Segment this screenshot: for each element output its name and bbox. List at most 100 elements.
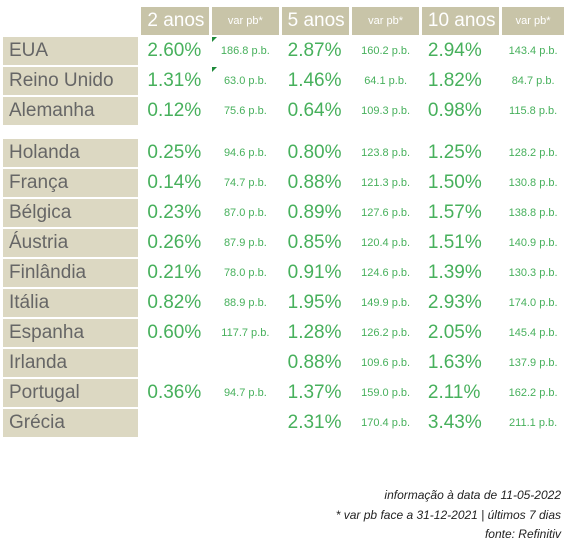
var-pb-5-anos: 126.2 p.b. [352, 319, 419, 347]
country-name: Bélgica [3, 199, 139, 227]
var-pb-10-anos: 140.9 p.b. [502, 229, 564, 257]
var-pb-10-anos: 174.0 p.b. [502, 289, 564, 317]
var-pb-10-anos: 138.8 p.b. [502, 199, 564, 227]
spacer-cell [141, 127, 210, 137]
var-pb-2-anos [212, 409, 279, 437]
yield-5-anos: 0.91% [281, 259, 350, 287]
yield-10-anos: 1.63% [421, 349, 500, 377]
var-pb-2-anos: 88.9 p.b. [212, 289, 279, 317]
yield-10-anos: 1.50% [421, 169, 500, 197]
var-pb-5-anos: 159.0 p.b. [352, 379, 419, 407]
yield-2-anos: 0.60% [141, 319, 210, 347]
yield-10-anos: 1.82% [421, 67, 500, 95]
yield-5-anos: 0.64% [281, 97, 350, 125]
yield-5-anos: 0.80% [281, 139, 350, 167]
yield-10-anos: 1.25% [421, 139, 500, 167]
var-pb-10-anos: 84.7 p.b. [502, 67, 564, 95]
yield-10-anos: 1.39% [421, 259, 500, 287]
footnote-source: fonte: Refinitiv [484, 527, 561, 541]
header-row: 2 anos var pb* 5 anos var pb* 10 anos va… [3, 7, 564, 35]
table-row: Itália 0.82% 88.9 p.b. 1.95% 149.9 p.b. 2.93%… [3, 289, 564, 317]
yield-2-anos: 0.14% [141, 169, 210, 197]
header-2-anos: 2 anos [141, 7, 210, 35]
yield-2-anos: 0.25% [141, 139, 210, 167]
yield-5-anos: 0.89% [281, 199, 350, 227]
yield-2-anos: 0.26% [141, 229, 210, 257]
yield-10-anos: 1.57% [421, 199, 500, 227]
var-pb-2-anos: 78.0 p.b. [212, 259, 279, 287]
var-pb-2-anos: 75.6 p.b. [212, 97, 279, 125]
yield-5-anos: 2.31% [281, 409, 350, 437]
spacer-cell [281, 127, 350, 137]
country-name: EUA [3, 37, 139, 65]
table-row: Holanda 0.25% 94.6 p.b. 0.80% 123.8 p.b. 1.25… [3, 139, 564, 167]
yield-10-anos: 1.51% [421, 229, 500, 257]
yield-2-anos: 0.82% [141, 289, 210, 317]
yield-5-anos: 0.88% [281, 169, 350, 197]
yield-2-anos: 0.36% [141, 379, 210, 407]
yield-5-anos: 2.87% [281, 37, 350, 65]
country-name: Espanha [3, 319, 139, 347]
table-row: Bélgica 0.23% 87.0 p.b. 0.89% 127.6 p.b. 1.57… [3, 199, 564, 227]
yield-10-anos: 0.98% [421, 97, 500, 125]
yield-2-anos: 0.12% [141, 97, 210, 125]
table-row: Finlândia 0.21% 78.0 p.b. 0.91% 124.6 p.b. 1.… [3, 259, 564, 287]
yields-table: 2 anos var pb* 5 anos var pb* 10 anos va… [0, 5, 567, 439]
var-pb-5-anos: 109.3 p.b. [352, 97, 419, 125]
var-pb-2-anos: 87.9 p.b. [212, 229, 279, 257]
var-pb-10-anos: 211.1 p.b. [502, 409, 564, 437]
var-pb-10-anos: 115.8 p.b. [502, 97, 564, 125]
table-row: Grécia 2.31% 170.4 p.b. 3.43% 211.1 p.b. [3, 409, 564, 437]
var-pb-10-anos: 130.8 p.b. [502, 169, 564, 197]
var-pb-10-anos: 137.9 p.b. [502, 349, 564, 377]
country-name: Holanda [3, 139, 139, 167]
yield-2-anos: 2.60% [141, 37, 210, 65]
yield-10-anos: 2.94% [421, 37, 500, 65]
table-row: Áustria 0.26% 87.9 p.b. 0.85% 120.4 p.b. 1.51… [3, 229, 564, 257]
var-pb-10-anos: 145.4 p.b. [502, 319, 564, 347]
spacer-cell [502, 127, 564, 137]
header-corner [3, 7, 139, 35]
table-row: Reino Unido 1.31% 63.0 p.b. 1.46% 64.1 p.b. 1… [3, 67, 564, 95]
var-pb-5-anos: 64.1 p.b. [352, 67, 419, 95]
var-pb-2-anos: 186.8 p.b. [212, 37, 279, 65]
country-name: Alemanha [3, 97, 139, 125]
yield-5-anos: 1.95% [281, 289, 350, 317]
var-pb-5-anos: 124.6 p.b. [352, 259, 419, 287]
var-pb-5-anos: 160.2 p.b. [352, 37, 419, 65]
yield-5-anos: 1.37% [281, 379, 350, 407]
country-name: Finlândia [3, 259, 139, 287]
yield-2-anos: 0.21% [141, 259, 210, 287]
yield-10-anos: 3.43% [421, 409, 500, 437]
table-row: Espanha 0.60% 117.7 p.b. 1.28% 126.2 p.b. 2.0… [3, 319, 564, 347]
table-row: EUA 2.60% 186.8 p.b. 2.87% 160.2 p.b. 2.94% 14… [3, 37, 564, 65]
var-pb-5-anos: 121.3 p.b. [352, 169, 419, 197]
country-name: Grécia [3, 409, 139, 437]
yield-2-anos [141, 409, 210, 437]
yield-10-anos: 2.93% [421, 289, 500, 317]
spacer-cell [421, 127, 500, 137]
var-pb-5-anos: 149.9 p.b. [352, 289, 419, 317]
table-row: Irlanda 0.88% 109.6 p.b. 1.63% 137.9 p.b. [3, 349, 564, 377]
var-pb-10-anos: 128.2 p.b. [502, 139, 564, 167]
header-5-anos: 5 anos [281, 7, 350, 35]
group-spacer [3, 127, 564, 137]
var-pb-2-anos: 94.7 p.b. [212, 379, 279, 407]
var-pb-5-anos: 170.4 p.b. [352, 409, 419, 437]
table-row: Portugal 0.36% 94.7 p.b. 1.37% 159.0 p.b. 2.1… [3, 379, 564, 407]
header-2-anos-var: var pb* [212, 7, 279, 35]
spacer-cell [352, 127, 419, 137]
country-name: França [3, 169, 139, 197]
header-5-anos-var: var pb* [352, 7, 419, 35]
yield-5-anos: 1.46% [281, 67, 350, 95]
yield-2-anos: 1.31% [141, 67, 210, 95]
var-pb-5-anos: 123.8 p.b. [352, 139, 419, 167]
var-pb-5-anos: 120.4 p.b. [352, 229, 419, 257]
country-name: Áustria [3, 229, 139, 257]
yield-5-anos: 0.85% [281, 229, 350, 257]
footnote-var-pb: * var pb face a 31-12-2021 | últimos 7 d… [335, 508, 561, 522]
var-pb-2-anos: 87.0 p.b. [212, 199, 279, 227]
var-pb-5-anos: 109.6 p.b. [352, 349, 419, 377]
var-pb-10-anos: 143.4 p.b. [502, 37, 564, 65]
header-10-anos: 10 anos [421, 7, 500, 35]
